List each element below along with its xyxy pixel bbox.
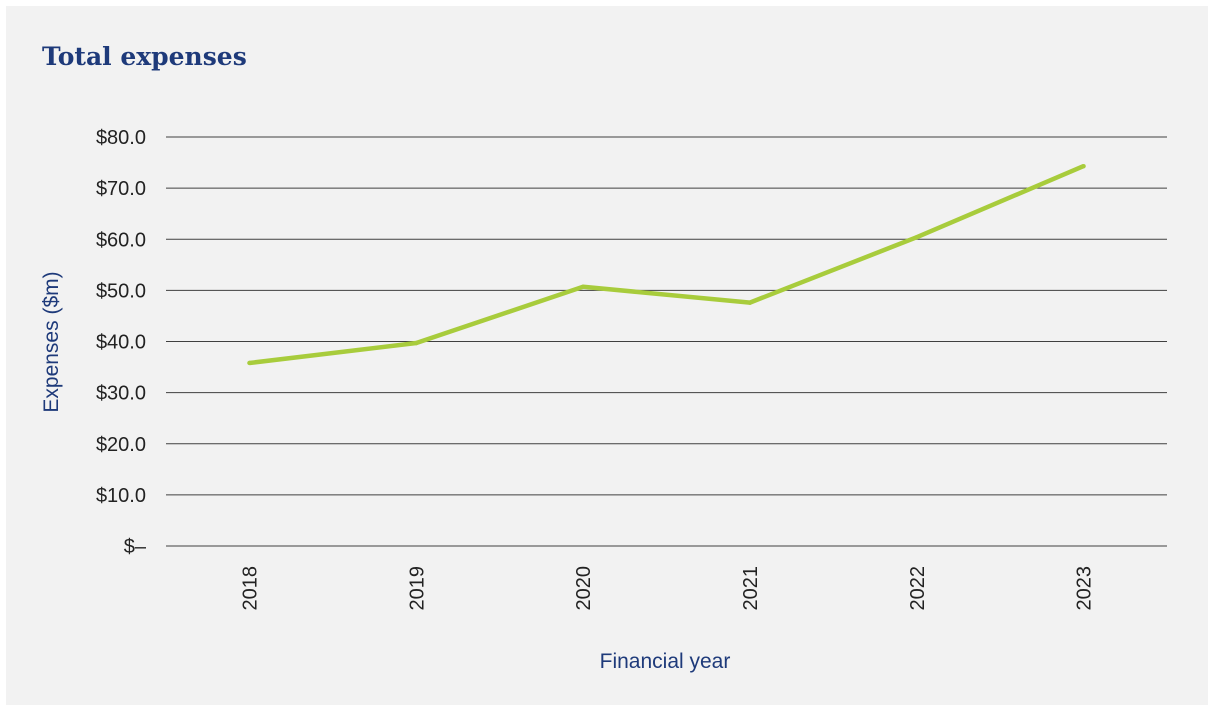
chart-title: Total expenses <box>42 42 247 71</box>
data-point <box>914 235 919 240</box>
x-tick-label: 2020 <box>573 566 595 611</box>
y-tick-label: $80.0 <box>96 127 146 149</box>
x-tick-label: 2019 <box>406 566 428 611</box>
y-tick-label: $10.0 <box>96 485 146 507</box>
data-point <box>1081 163 1086 169</box>
y-axis-tick-labels: $– $10.0 $20.0 $30.0 $40.0 $50.0 $60.0 $70.0 $80… <box>96 127 147 558</box>
chart-panel: Total expenses <box>6 6 1208 705</box>
x-axis-title: Financial year <box>600 650 731 673</box>
series-layer <box>247 163 1086 366</box>
grid-lines <box>166 136 1167 547</box>
x-tick-label: 2023 <box>1074 566 1096 611</box>
y-tick-label: $30.0 <box>96 383 146 405</box>
data-point <box>580 284 586 289</box>
x-tick-label: 2021 <box>740 566 762 611</box>
x-tick-label: 2018 <box>239 566 261 611</box>
y-tick-label: $60.0 <box>96 229 146 251</box>
y-axis-title: Expenses ($m) <box>40 271 63 412</box>
y-tick-label: $20.0 <box>96 434 146 456</box>
x-tick-label: 2022 <box>907 566 929 611</box>
data-point <box>247 360 252 366</box>
y-tick-label: $70.0 <box>96 178 146 200</box>
y-tick-label: $– <box>124 536 147 558</box>
series-line <box>249 164 1085 366</box>
y-tick-label: $40.0 <box>96 332 146 354</box>
data-point <box>414 340 419 346</box>
x-axis-tick-labels: 2018 2019 2020 2021 2022 2023 <box>239 566 1095 611</box>
y-tick-label: $50.0 <box>96 280 146 302</box>
data-point <box>747 300 753 305</box>
